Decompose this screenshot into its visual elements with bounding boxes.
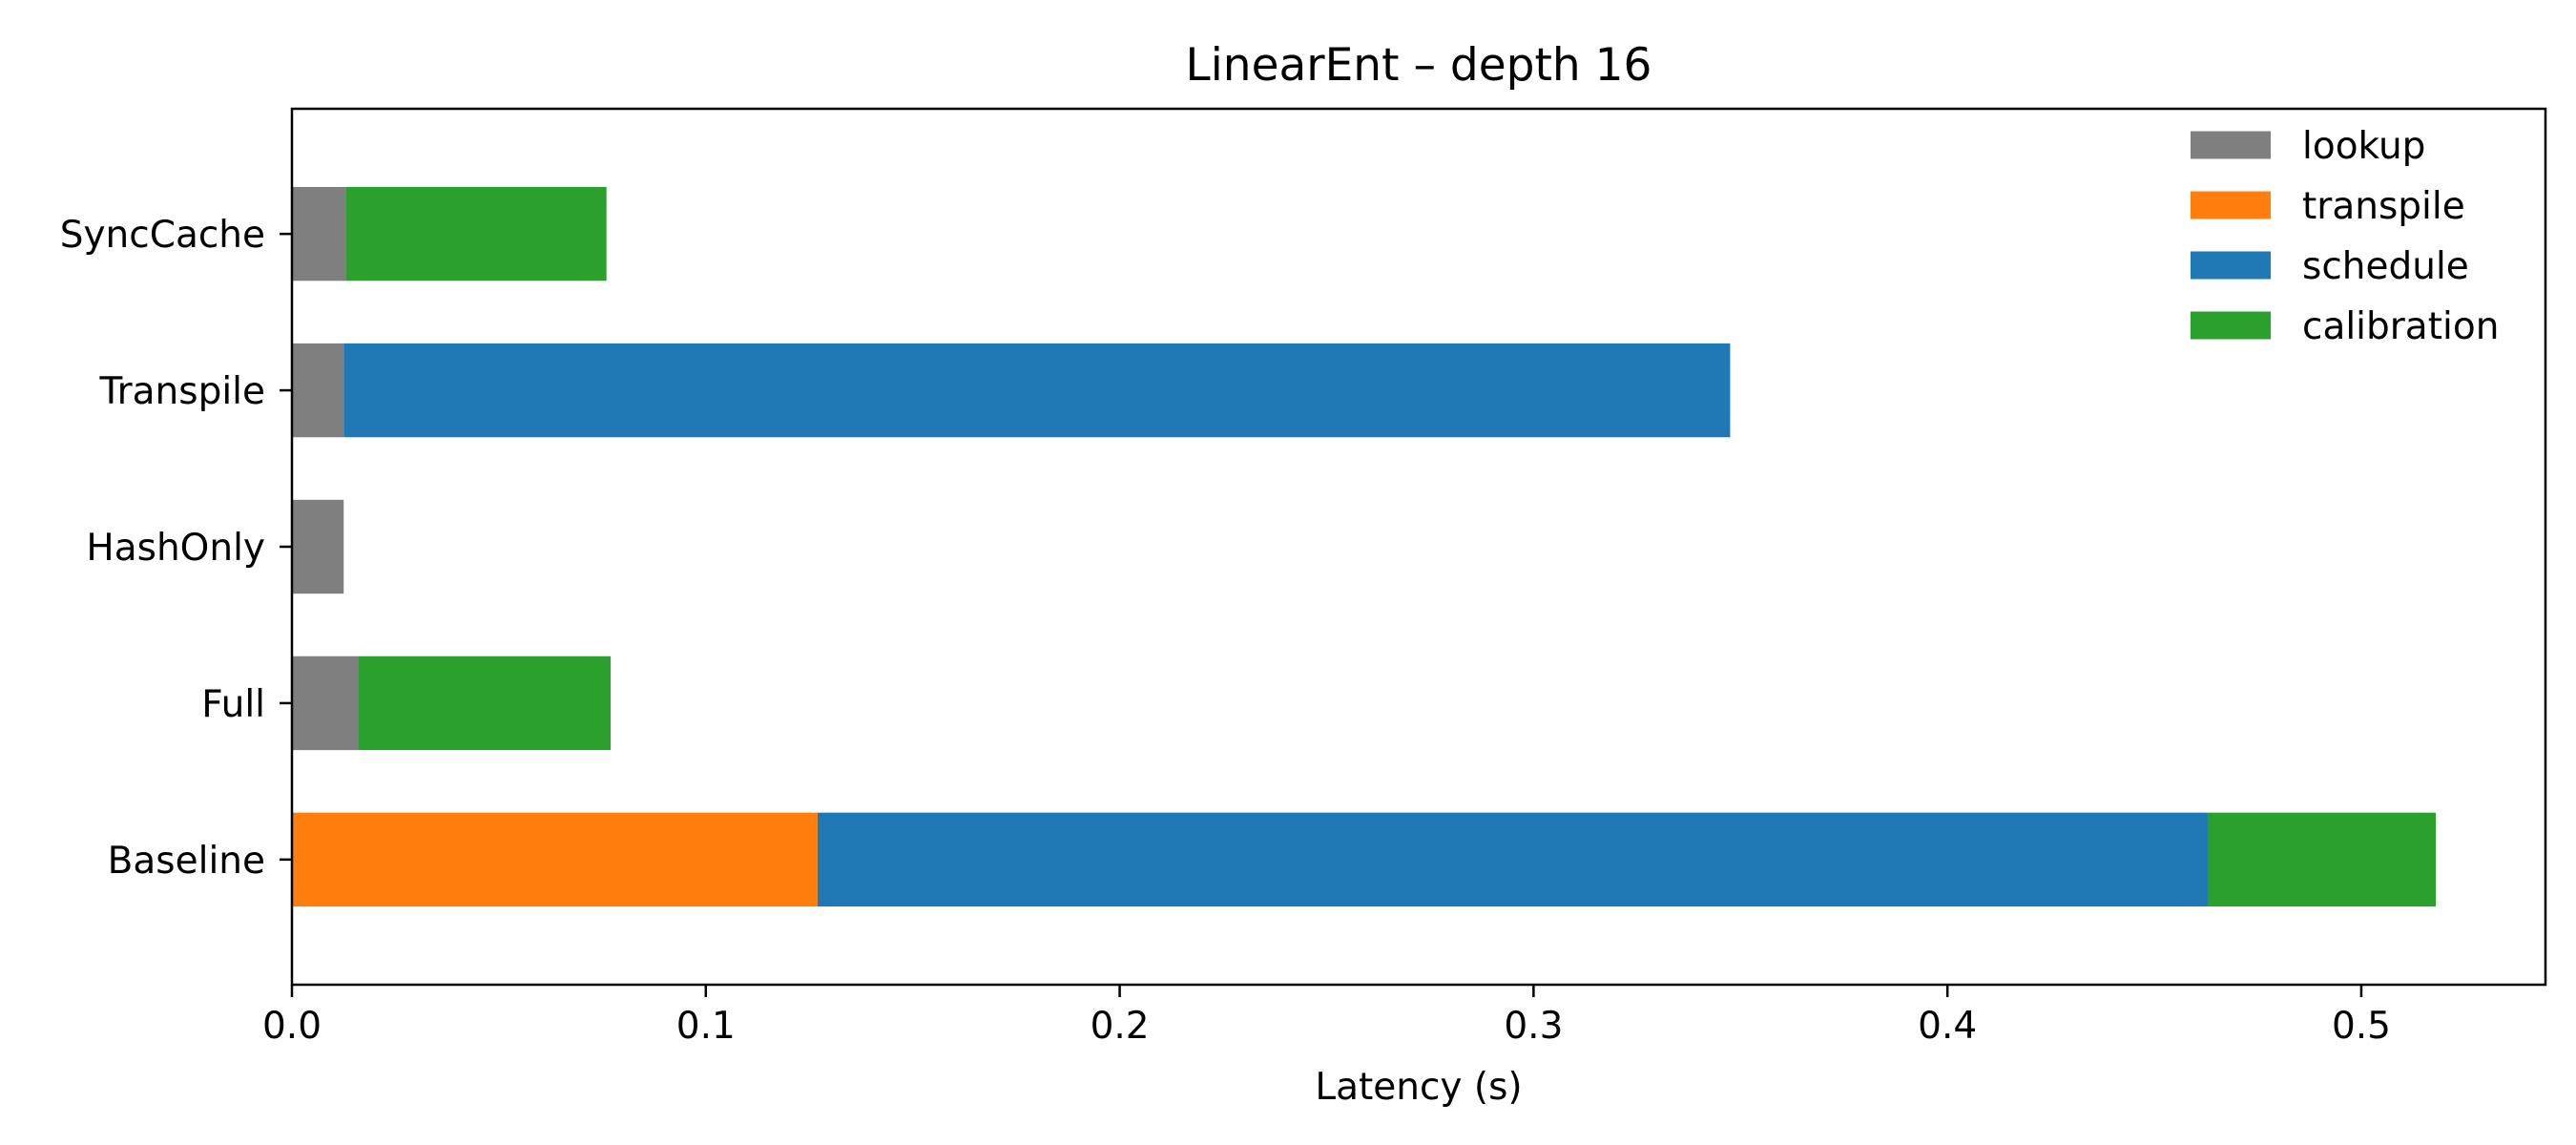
x-axis: 0.0 0.1 0.2 0.3 0.4 0.5 — [262, 985, 2391, 1048]
x-tick-label: 0.4 — [1918, 1005, 1977, 1048]
x-tick-label: 0.5 — [2332, 1005, 2391, 1048]
chart-title: LinearEnt – depth 16 — [1186, 39, 1652, 92]
bar-full-calibration — [358, 656, 612, 751]
bars-layer — [292, 186, 2437, 907]
legend-label-calibration: calibration — [2302, 305, 2499, 348]
y-tick-label-full: Full — [201, 683, 265, 726]
bar-transpile-schedule — [343, 343, 1731, 438]
legend: lookup transpile schedule calibration — [2191, 125, 2499, 348]
y-tick-label-hashonly: HashOnly — [86, 527, 265, 570]
bar-transpile-lookup — [292, 343, 344, 438]
legend-swatch-lookup — [2191, 131, 2271, 159]
bar-synccache-calibration — [345, 186, 607, 281]
bar-baseline-transpile — [292, 812, 818, 907]
x-tick-label: 0.1 — [676, 1005, 736, 1048]
legend-label-schedule: schedule — [2302, 245, 2469, 288]
legend-label-lookup: lookup — [2302, 125, 2425, 168]
bar-synccache-lookup — [292, 186, 346, 281]
legend-swatch-transpile — [2191, 191, 2271, 219]
legend-swatch-calibration — [2191, 311, 2271, 340]
y-tick-label-synccache: SyncCache — [60, 214, 265, 257]
bar-hashonly-lookup — [292, 499, 344, 594]
legend-label-transpile: transpile — [2302, 185, 2465, 228]
bar-baseline-calibration — [2208, 812, 2437, 907]
bar-baseline-schedule — [817, 812, 2209, 907]
x-tick-label: 0.2 — [1091, 1005, 1150, 1048]
x-axis-title: Latency (s) — [1315, 1066, 1522, 1109]
y-tick-label-baseline: Baseline — [108, 840, 265, 883]
x-tick-label: 0.3 — [1504, 1005, 1563, 1048]
y-axis: Baseline Full HashOnly Transpile SyncCache — [60, 214, 292, 883]
bar-full-lookup — [292, 656, 359, 751]
x-tick-label: 0.0 — [262, 1005, 322, 1048]
legend-swatch-schedule — [2191, 251, 2271, 280]
y-tick-label-transpile: Transpile — [99, 370, 265, 413]
